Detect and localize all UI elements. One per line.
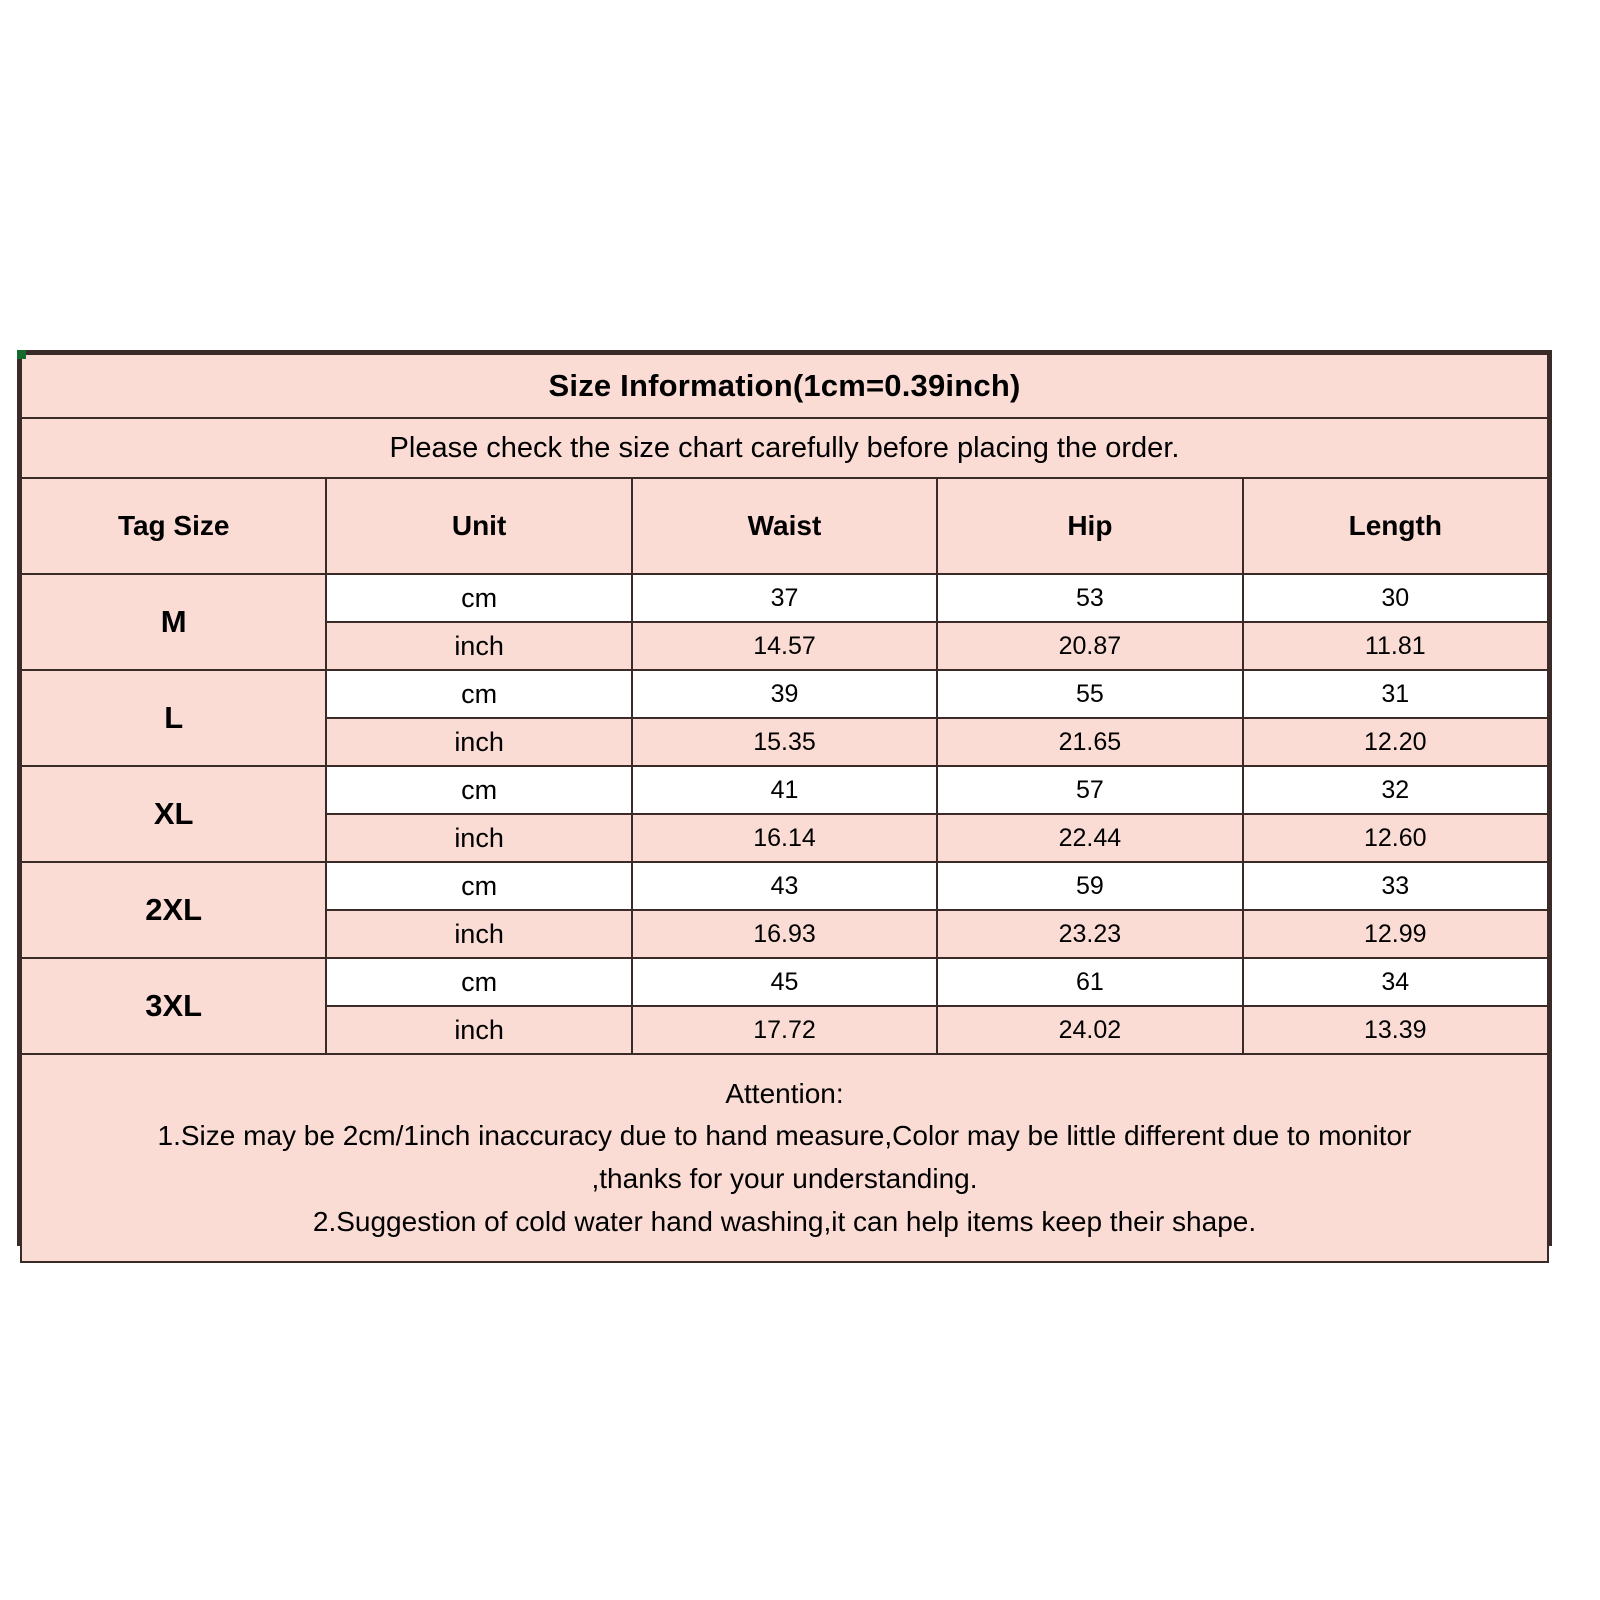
column-header-hip: Hip: [936, 477, 1244, 575]
hip-value: 59: [936, 861, 1244, 911]
table-row: XL cm 41 57 32: [19, 765, 1550, 863]
hip-value: 57: [936, 765, 1244, 815]
unit-label: inch: [325, 1005, 633, 1055]
waist-value: 45: [630, 957, 939, 1007]
hip-value: 23.23: [936, 909, 1244, 959]
subtitle-row: Please check the size chart carefully be…: [20, 417, 1549, 479]
length-value: 31: [1241, 669, 1550, 719]
tag-size-label: L: [19, 669, 328, 767]
table-row: inch 15.35 21.65 12.20: [21, 717, 1550, 767]
chart-title: Size Information(1cm=0.39inch): [20, 353, 1549, 419]
size-chart-panel: Size Information(1cm=0.39inch) Please ch…: [17, 350, 1552, 1263]
length-value: 32: [1241, 765, 1550, 815]
attention-note-1: 1.Size may be 2cm/1inch inaccuracy due t…: [157, 1120, 1412, 1152]
length-value: 30: [1241, 573, 1550, 623]
unit-label: inch: [325, 909, 633, 959]
waist-value: 16.14: [630, 813, 939, 863]
table-row: L cm 39 55 31: [19, 669, 1550, 767]
hip-value: 21.65: [936, 717, 1244, 767]
unit-label: inch: [325, 621, 633, 671]
tag-size-label: XL: [19, 765, 328, 863]
title-row: Size Information(1cm=0.39inch): [20, 353, 1549, 419]
table-row: inch 16.14 22.44 12.60: [21, 813, 1550, 863]
waist-value: 16.93: [630, 909, 939, 959]
hip-value: 24.02: [936, 1005, 1244, 1055]
unit-label: inch: [325, 813, 633, 863]
length-value: 33: [1241, 861, 1550, 911]
length-value: 34: [1241, 957, 1550, 1007]
length-value: 11.81: [1241, 621, 1550, 671]
hip-value: 61: [936, 957, 1244, 1007]
hip-value: 53: [936, 573, 1244, 623]
unit-label: cm: [325, 957, 633, 1007]
size-information-table: Size Information(1cm=0.39inch) Please ch…: [19, 353, 1550, 1263]
unit-label: cm: [325, 573, 633, 623]
waist-value: 39: [630, 669, 939, 719]
attention-row: Attention: 1.Size may be 2cm/1inch inacc…: [20, 1053, 1549, 1263]
unit-label: cm: [325, 765, 633, 815]
chart-subtitle: Please check the size chart carefully be…: [20, 417, 1549, 479]
length-value: 12.20: [1241, 717, 1550, 767]
length-value: 12.99: [1241, 909, 1550, 959]
length-value: 13.39: [1241, 1005, 1550, 1055]
waist-value: 14.57: [630, 621, 939, 671]
hip-value: 22.44: [936, 813, 1244, 863]
length-value: 12.60: [1241, 813, 1550, 863]
tag-size-label: M: [19, 573, 328, 671]
column-header-row: Tag Size Unit Waist Hip Length: [19, 477, 1550, 575]
waist-value: 17.72: [630, 1005, 939, 1055]
table-row: 2XL cm 43 59 33: [19, 861, 1550, 959]
table-row: inch 16.93 23.23 12.99: [21, 909, 1550, 959]
column-header-unit: Unit: [325, 477, 633, 575]
attention-notes: Attention: 1.Size may be 2cm/1inch inacc…: [20, 1053, 1549, 1263]
table-row: inch 14.57 20.87 11.81: [21, 621, 1550, 671]
tag-size-label: 3XL: [19, 957, 328, 1055]
waist-value: 43: [630, 861, 939, 911]
table-row: M cm 37 53 30: [19, 573, 1550, 671]
column-header-length: Length: [1241, 477, 1550, 575]
waist-value: 41: [630, 765, 939, 815]
corner-artifact: [17, 350, 26, 359]
hip-value: 55: [936, 669, 1244, 719]
attention-note-2: 2.Suggestion of cold water hand washing,…: [312, 1205, 1257, 1237]
unit-label: cm: [325, 861, 633, 911]
column-header-waist: Waist: [630, 477, 939, 575]
unit-label: cm: [325, 669, 633, 719]
attention-heading: Attention:: [725, 1077, 844, 1109]
waist-value: 15.35: [630, 717, 939, 767]
column-header-tag-size: Tag Size: [19, 477, 328, 575]
waist-value: 37: [630, 573, 939, 623]
attention-note-1-continued: ,thanks for your understanding.: [591, 1163, 978, 1194]
unit-label: inch: [325, 717, 633, 767]
table-row: inch 17.72 24.02 13.39: [21, 1005, 1550, 1055]
tag-size-label: 2XL: [19, 861, 328, 959]
table-row: 3XL cm 45 61 34: [19, 957, 1550, 1055]
hip-value: 20.87: [936, 621, 1244, 671]
